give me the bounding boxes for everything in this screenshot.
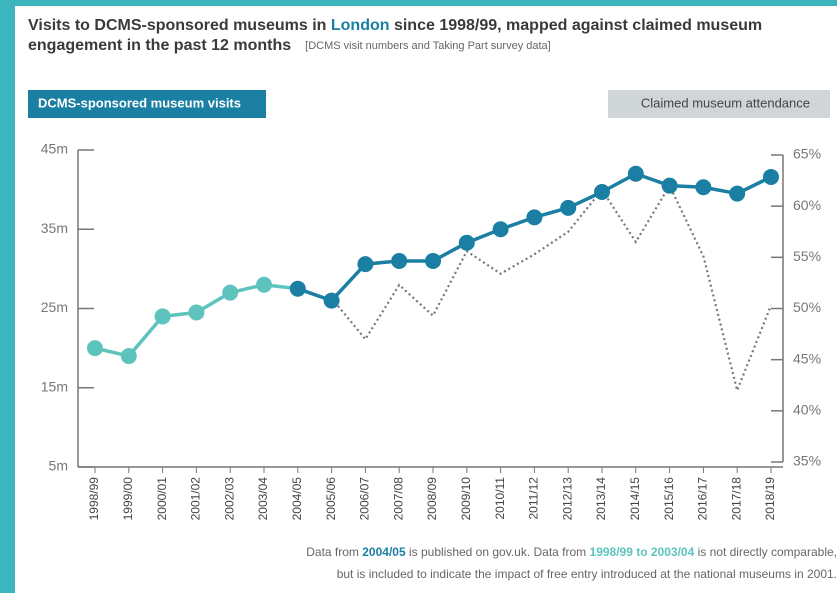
point	[763, 168, 779, 185]
footnote-part: is published on gov.uk. Data from	[406, 545, 590, 559]
x-tick-label: 2001/02	[189, 477, 203, 521]
x-tick-label: 2004/05	[290, 477, 304, 521]
point	[560, 199, 577, 216]
x-tick-label: 2013/14	[594, 477, 608, 521]
line-segment	[127, 315, 164, 358]
y-tick-label: 45m	[41, 141, 68, 157]
dotted-line	[330, 183, 773, 394]
point	[425, 252, 441, 269]
x-tick-label: 2000/01	[155, 477, 169, 521]
footnote-part: 2004/05	[362, 545, 406, 559]
subtitle: [DCMS visit numbers and Taking Part surv…	[305, 40, 551, 52]
x-tick-label: 2018/19	[763, 477, 777, 521]
y2-tick-label: 45%	[793, 350, 821, 366]
x-tick-label: 2012/13	[560, 477, 574, 521]
point	[729, 185, 746, 202]
point	[661, 177, 678, 194]
point	[289, 280, 306, 297]
x-tick-label: 2006/07	[358, 477, 372, 521]
line-segment	[330, 262, 367, 302]
legend-label: DCMS-sponsored museum visits	[38, 95, 241, 110]
x-tick-label: 2016/17	[696, 477, 710, 521]
point	[120, 348, 137, 365]
x-tick-label: 2014/15	[628, 477, 642, 521]
legend-box-attendance	[608, 90, 830, 118]
point	[357, 256, 374, 273]
title-part: engagement in the past 12 months	[28, 37, 291, 54]
footnote: Data from 2004/05 is published on gov.uk…	[306, 545, 837, 559]
chart-title: engagement in the past 12 months [DCMS vi…	[28, 37, 551, 54]
point	[222, 284, 239, 301]
footnote-part: but is included to indicate the impact o…	[337, 567, 837, 581]
y2-tick-label: 65%	[793, 146, 821, 162]
top-border	[0, 0, 837, 6]
y2-tick-label: 55%	[793, 248, 821, 264]
point	[256, 276, 272, 293]
point	[458, 234, 475, 251]
legend-box-visits	[28, 90, 266, 118]
point	[695, 179, 712, 196]
point	[188, 304, 205, 321]
x-tick-label: 2009/10	[459, 477, 473, 521]
title-part: since 1998/99, mapped against claimed mu…	[390, 17, 763, 34]
footnote: but is included to indicate the impact o…	[337, 567, 837, 581]
x-tick-label: 2011/12	[527, 477, 541, 520]
y-tick-label: 25m	[41, 299, 68, 315]
x-tick-label: 2003/04	[256, 477, 270, 521]
legend-label: Claimed museum attendance	[641, 95, 810, 110]
title-part: London	[331, 17, 390, 34]
x-tick-label: 1999/00	[121, 477, 135, 521]
y-tick-label: 15m	[41, 378, 68, 394]
x-tick-label: 1998/99	[87, 477, 101, 521]
footnote-part: is not directly comparable,	[694, 545, 837, 559]
point	[627, 165, 644, 182]
x-tick-label: 2017/18	[729, 477, 743, 521]
point	[594, 184, 610, 201]
title-part: Visits to DCMS-sponsored museums in	[28, 17, 331, 34]
chart-title: Visits to DCMS-sponsored museums in Lond…	[28, 17, 762, 34]
point	[87, 340, 103, 357]
y2-tick-label: 40%	[793, 402, 821, 418]
y2-tick-label: 35%	[793, 453, 821, 469]
point	[526, 209, 543, 226]
y2-tick-label: 50%	[793, 299, 821, 315]
x-tick-label: 2008/09	[425, 477, 439, 521]
x-tick-label: 2002/03	[222, 477, 236, 521]
x-tick-label: 2007/08	[391, 477, 405, 521]
y2-tick-label: 60%	[793, 197, 821, 213]
y-tick-label: 5m	[49, 458, 68, 474]
x-tick-label: 2005/06	[324, 477, 338, 521]
footnote-part: Data from	[306, 545, 362, 559]
left-border	[0, 0, 15, 593]
footnote-part: 1998/99 to 2003/04	[590, 545, 695, 559]
y-tick-label: 35m	[41, 220, 68, 236]
point	[154, 308, 171, 325]
x-tick-label: 2015/16	[662, 477, 676, 521]
point	[492, 221, 509, 238]
point	[391, 252, 408, 269]
x-tick-label: 2010/11	[493, 477, 507, 520]
point	[323, 292, 340, 309]
